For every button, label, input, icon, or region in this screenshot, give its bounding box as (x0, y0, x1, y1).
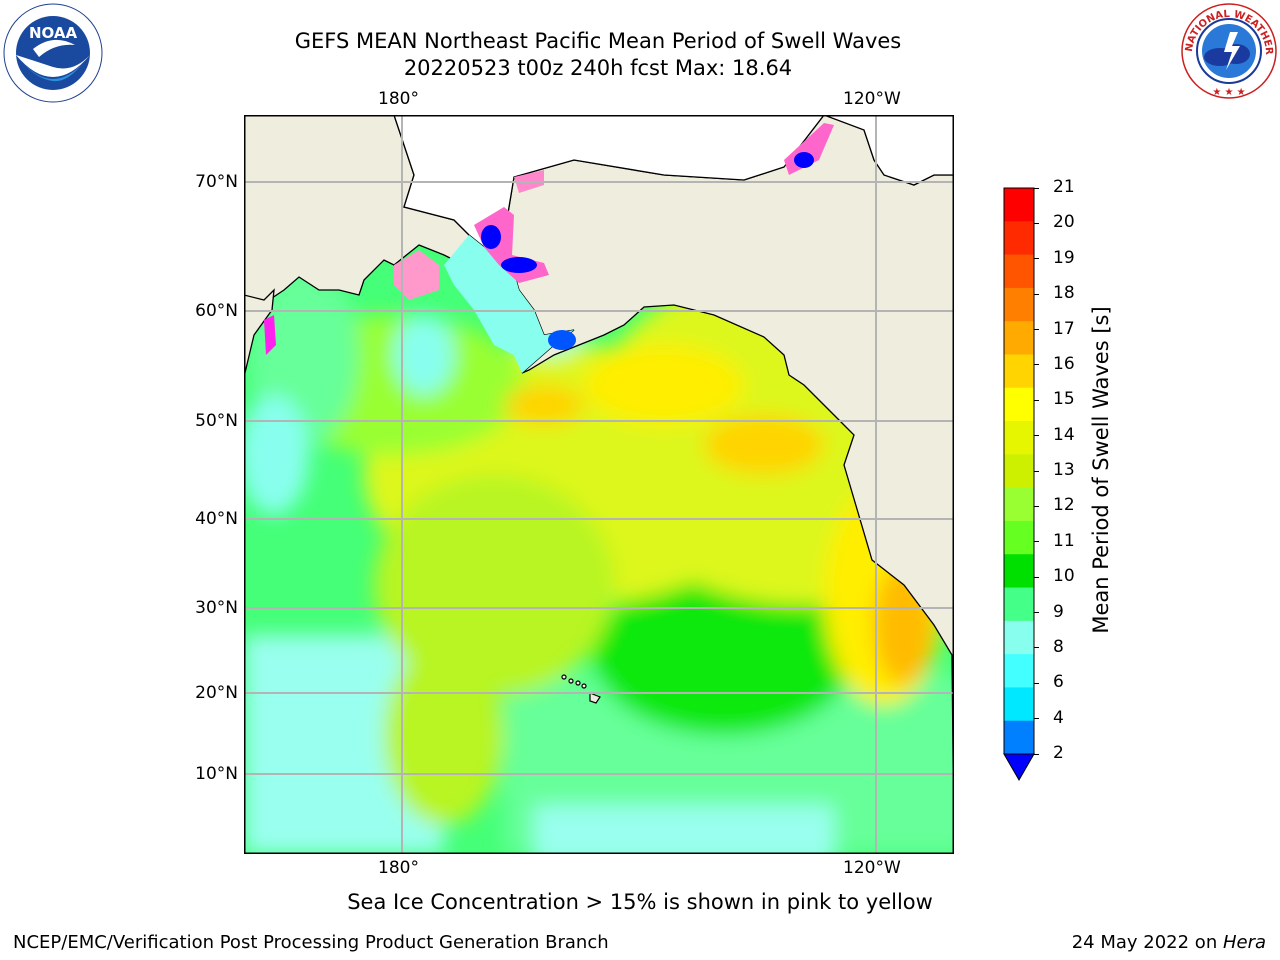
lat-label-50n: 50°N (195, 411, 238, 431)
lat-label-40n: 40°N (195, 509, 238, 529)
sea-ice-note: Sea Ice Concentration > 15% is shown in … (347, 890, 933, 914)
colorbar-tick-mark (1034, 399, 1039, 401)
colorbar-swatch (1004, 254, 1034, 289)
colorbar-tick-label: 21 (1053, 177, 1075, 197)
lat-label-70n: 70°N (195, 172, 238, 192)
colorbar-tick-mark (1034, 682, 1039, 684)
hawaii (561, 674, 601, 704)
colorbar-swatch (1004, 720, 1034, 755)
colorbar-tick-label: 6 (1053, 672, 1064, 693)
colorbar-swatch (1004, 520, 1034, 555)
colorbar-tick-mark (1034, 718, 1039, 720)
lon-label-120w-top: 120°W (843, 89, 901, 109)
colorbar-swatch (1004, 554, 1034, 589)
footer-date: 24 May 2022 on Hera (1072, 932, 1266, 953)
swell-period-map (244, 115, 954, 854)
colorbar-tick-label: 11 (1053, 530, 1075, 551)
lat-label-10n: 10°N (195, 764, 238, 784)
nws-logo: NATIONAL WEATHER SERVICE ★ ★ ★ (1176, 0, 1278, 100)
colorbar-tick-mark (1034, 293, 1039, 295)
footer-machine: Hera (1222, 932, 1266, 953)
sea-ice (264, 123, 834, 355)
lat-label-60n: 60°N (195, 301, 238, 321)
colorbar-tick-label: 9 (1053, 601, 1064, 622)
colorbar-swatch (1004, 188, 1034, 222)
colorbar-tick-mark (1034, 576, 1039, 578)
colorbar-tick-mark (1034, 435, 1039, 437)
lon-label-180-top: 180° (378, 89, 419, 109)
colorbar-swatch (1004, 687, 1034, 722)
lon-label-180-bottom: 180° (378, 858, 419, 878)
colorbar-tick-label: 4 (1053, 707, 1064, 728)
colorbar-swatch (1004, 620, 1034, 655)
colorbar-swatch (1004, 454, 1034, 489)
colorbar-tick-mark (1034, 505, 1039, 507)
colorbar-tick-label: 8 (1053, 636, 1064, 657)
lon-label-120w-bottom: 120°W (843, 858, 901, 878)
colorbar-label: Mean Period of Swell Waves [s] (1089, 306, 1113, 634)
map-title: GEFS MEAN Northeast Pacific Mean Period … (294, 29, 902, 53)
svg-text:★ ★ ★: ★ ★ ★ (1212, 87, 1245, 98)
colorbar-tick-mark (1034, 647, 1039, 649)
colorbar-tick-label: 18 (1053, 283, 1075, 304)
colorbar-tick-label: 16 (1053, 353, 1075, 374)
colorbar-label-box: Mean Period of Swell Waves [s] (1084, 186, 1118, 754)
colorbar-tick-label: 10 (1053, 566, 1075, 587)
colorbar-tick-mark (1034, 222, 1039, 224)
colorbar-swatch (1004, 587, 1034, 622)
lat-label-20n: 20°N (195, 683, 238, 703)
colorbar-tick-mark (1034, 753, 1039, 755)
colorbar-tick-label: 12 (1053, 495, 1075, 516)
colorbar-tick-mark (1034, 541, 1039, 543)
noaa-logo-text: NOAA (29, 24, 78, 42)
colorbar-tick-label: 17 (1053, 318, 1075, 339)
lat-label-30n: 30°N (195, 598, 238, 618)
colorbar-tick-mark (1034, 187, 1039, 189)
colorbar-tick-label: 20 (1053, 212, 1075, 233)
colorbar-swatch (1004, 487, 1034, 522)
colorbar-tick-mark (1034, 258, 1039, 260)
map-panel (244, 115, 954, 854)
colorbar-tick-mark (1034, 470, 1039, 472)
colorbar-swatch (1004, 354, 1034, 389)
colorbar-swatch (1004, 654, 1034, 688)
footer-branch: NCEP/EMC/Verification Post Processing Pr… (13, 932, 609, 953)
noaa-logo: NOAA (3, 3, 103, 103)
bering-sea (444, 235, 574, 373)
colorbar-swatch (1004, 287, 1034, 322)
colorbar-tick-label: 2 (1053, 743, 1064, 763)
colorbar (1000, 186, 1040, 784)
colorbar-swatch (1004, 421, 1034, 455)
colorbar-tick-label: 14 (1053, 424, 1075, 445)
colorbar-swatches (1003, 187, 1035, 782)
colorbar-tick-mark (1034, 329, 1039, 330)
graticule (244, 115, 954, 854)
map-subtitle: 20220523 t00z 240h fcst Max: 18.64 (403, 56, 793, 80)
colorbar-swatch (1004, 221, 1034, 256)
colorbar-tick-label: 19 (1053, 247, 1075, 268)
colorbar-tick-mark (1034, 364, 1039, 366)
colorbar-swatch (1004, 387, 1034, 422)
colorbar-tick-label: 13 (1053, 460, 1075, 480)
colorbar-extend-triangle (1003, 753, 1035, 782)
colorbar-tick-label: 15 (1053, 389, 1075, 410)
footer-date-text: 24 May 2022 on (1071, 932, 1223, 953)
colorbar-swatch (1004, 321, 1034, 355)
colorbar-tick-mark (1034, 612, 1039, 613)
